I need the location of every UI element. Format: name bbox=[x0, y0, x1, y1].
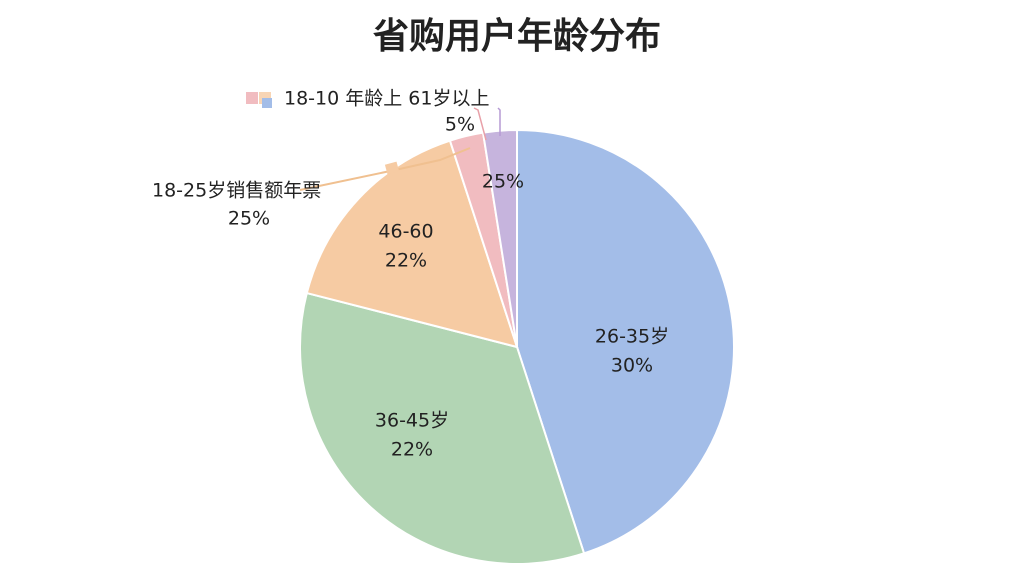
slice-percent: 30% bbox=[611, 355, 653, 377]
callout-marker bbox=[384, 161, 400, 175]
pie-slice bbox=[299, 291, 586, 565]
slice-percent: 25% bbox=[482, 171, 524, 193]
slice-label: 26-35岁 bbox=[595, 326, 669, 348]
legend-swatch bbox=[246, 92, 258, 104]
slice-percent: 5% bbox=[445, 114, 475, 136]
callout-line bbox=[299, 147, 471, 191]
slice-percent: 25% bbox=[228, 208, 270, 230]
slice-percent: 22% bbox=[391, 439, 433, 461]
pie-slice bbox=[305, 139, 519, 349]
slice-label: 36-45岁 bbox=[375, 410, 449, 432]
chart-title: 省购用户年龄分布 bbox=[373, 16, 661, 57]
pie-slice bbox=[516, 128, 735, 555]
slice-label: 46-60 bbox=[378, 221, 433, 243]
legend-swatch bbox=[262, 98, 272, 108]
slice-label: 18-10 年龄上 61岁以上 bbox=[284, 88, 489, 110]
callout-line bbox=[497, 107, 501, 136]
slice-percent: 22% bbox=[385, 250, 427, 272]
callout-line bbox=[473, 107, 487, 141]
slice-label: 18-25岁销售额年票 bbox=[152, 180, 321, 202]
